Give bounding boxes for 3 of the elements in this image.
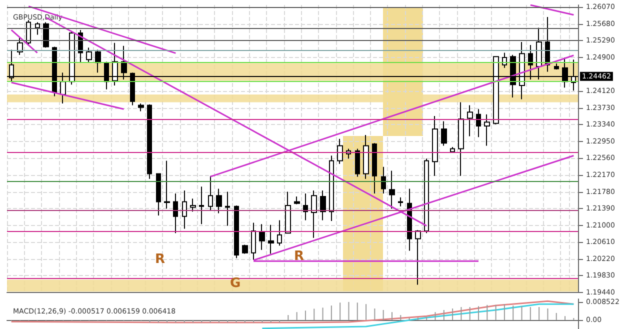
annotation: G bbox=[230, 276, 241, 291]
annotation: R bbox=[155, 252, 166, 267]
annotation: R bbox=[294, 249, 304, 264]
